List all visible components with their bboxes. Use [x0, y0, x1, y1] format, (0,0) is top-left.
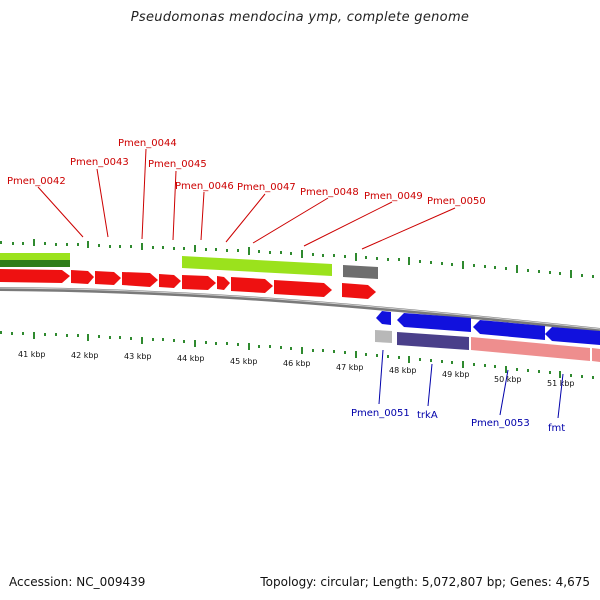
gene-label-pmen-0044[interactable]: Pmen_0044: [118, 138, 177, 149]
gene-label-pmen-0053[interactable]: Pmen_0053: [471, 418, 530, 429]
forward-gene-labels: [37, 148, 456, 250]
gene-label-pmen-0048[interactable]: Pmen_0048: [300, 187, 359, 198]
scale-label: 45 kbp: [230, 357, 258, 366]
cds-arrow[interactable]: [376, 311, 391, 325]
gene-label-pmen-0043[interactable]: Pmen_0043: [70, 157, 129, 168]
genome-backbone-highlight: [0, 287, 600, 330]
cds-arrow[interactable]: [217, 276, 230, 290]
ortholog-block[interactable]: [0, 253, 70, 261]
cds-arrow[interactable]: [182, 275, 216, 290]
cds-arrow[interactable]: [274, 280, 332, 297]
reverse-gene-labels: [378, 349, 564, 419]
gene-label-trka[interactable]: trkA: [417, 410, 438, 421]
topology-summary: Topology: circular; Length: 5,072,807 bp…: [260, 575, 590, 589]
gene-label-pmen-0042[interactable]: Pmen_0042: [7, 176, 66, 187]
scale-label: 49 kbp: [442, 370, 470, 379]
pink-block[interactable]: [592, 348, 600, 362]
cds-arrow[interactable]: [95, 271, 121, 285]
scale-label: 42 kbp: [71, 351, 99, 360]
cds-arrow[interactable]: [159, 274, 181, 288]
ortholog-track: [0, 253, 378, 279]
scale-label: 47 kbp: [336, 363, 364, 372]
gene-label-fmt[interactable]: fmt: [548, 423, 565, 434]
pink-block[interactable]: [471, 337, 590, 361]
scale-label: 46 kbp: [283, 359, 311, 368]
forward-cds-track: [0, 269, 376, 299]
inner-tick-track: [0, 331, 594, 379]
scale-label: 44 kbp: [177, 354, 205, 363]
cds-arrow[interactable]: [122, 272, 158, 287]
ortholog-block-dark[interactable]: [0, 260, 70, 267]
reverse-ortholog-track: [375, 330, 600, 362]
scale-label: 43 kbp: [124, 352, 152, 361]
gray-block[interactable]: [375, 330, 392, 343]
gene-label-pmen-0049[interactable]: Pmen_0049: [364, 191, 423, 202]
scale-label: 50 kbp: [494, 375, 522, 384]
gene-label-pmen-0050[interactable]: Pmen_0050: [427, 196, 486, 207]
genome-backbone: [0, 287, 600, 332]
accession-label: Accession: NC_009439: [9, 575, 146, 589]
gene-label-pmen-0045[interactable]: Pmen_0045: [148, 159, 207, 170]
gray-block[interactable]: [343, 265, 378, 279]
ortholog-block[interactable]: [182, 256, 332, 276]
map-title: Pseudomonas mendocina ymp, complete geno…: [130, 10, 470, 25]
cds-arrow[interactable]: [231, 277, 273, 293]
scale-label: 51 kbp: [547, 379, 575, 388]
gene-label-pmen-0047[interactable]: Pmen_0047: [237, 182, 296, 193]
scale-label: 41 kbp: [18, 350, 46, 359]
outer-tick-track: [0, 239, 594, 278]
scale-labels: 41 kbp 42 kbp 43 kbp 44 kbp 45 kbp 46 kb…: [18, 350, 575, 388]
cds-arrow[interactable]: [0, 269, 70, 283]
cds-arrow[interactable]: [71, 270, 94, 284]
reverse-cds-track: [376, 311, 600, 345]
cds-arrow[interactable]: [342, 283, 376, 299]
scale-label: 48 kbp: [389, 366, 417, 375]
purple-block[interactable]: [397, 332, 469, 350]
cds-arrow[interactable]: [397, 313, 471, 332]
cds-arrow[interactable]: [545, 327, 600, 345]
cds-arrow[interactable]: [473, 320, 545, 340]
gene-label-pmen-0046[interactable]: Pmen_0046: [175, 181, 234, 192]
gene-label-pmen-0051[interactable]: Pmen_0051: [351, 408, 410, 419]
